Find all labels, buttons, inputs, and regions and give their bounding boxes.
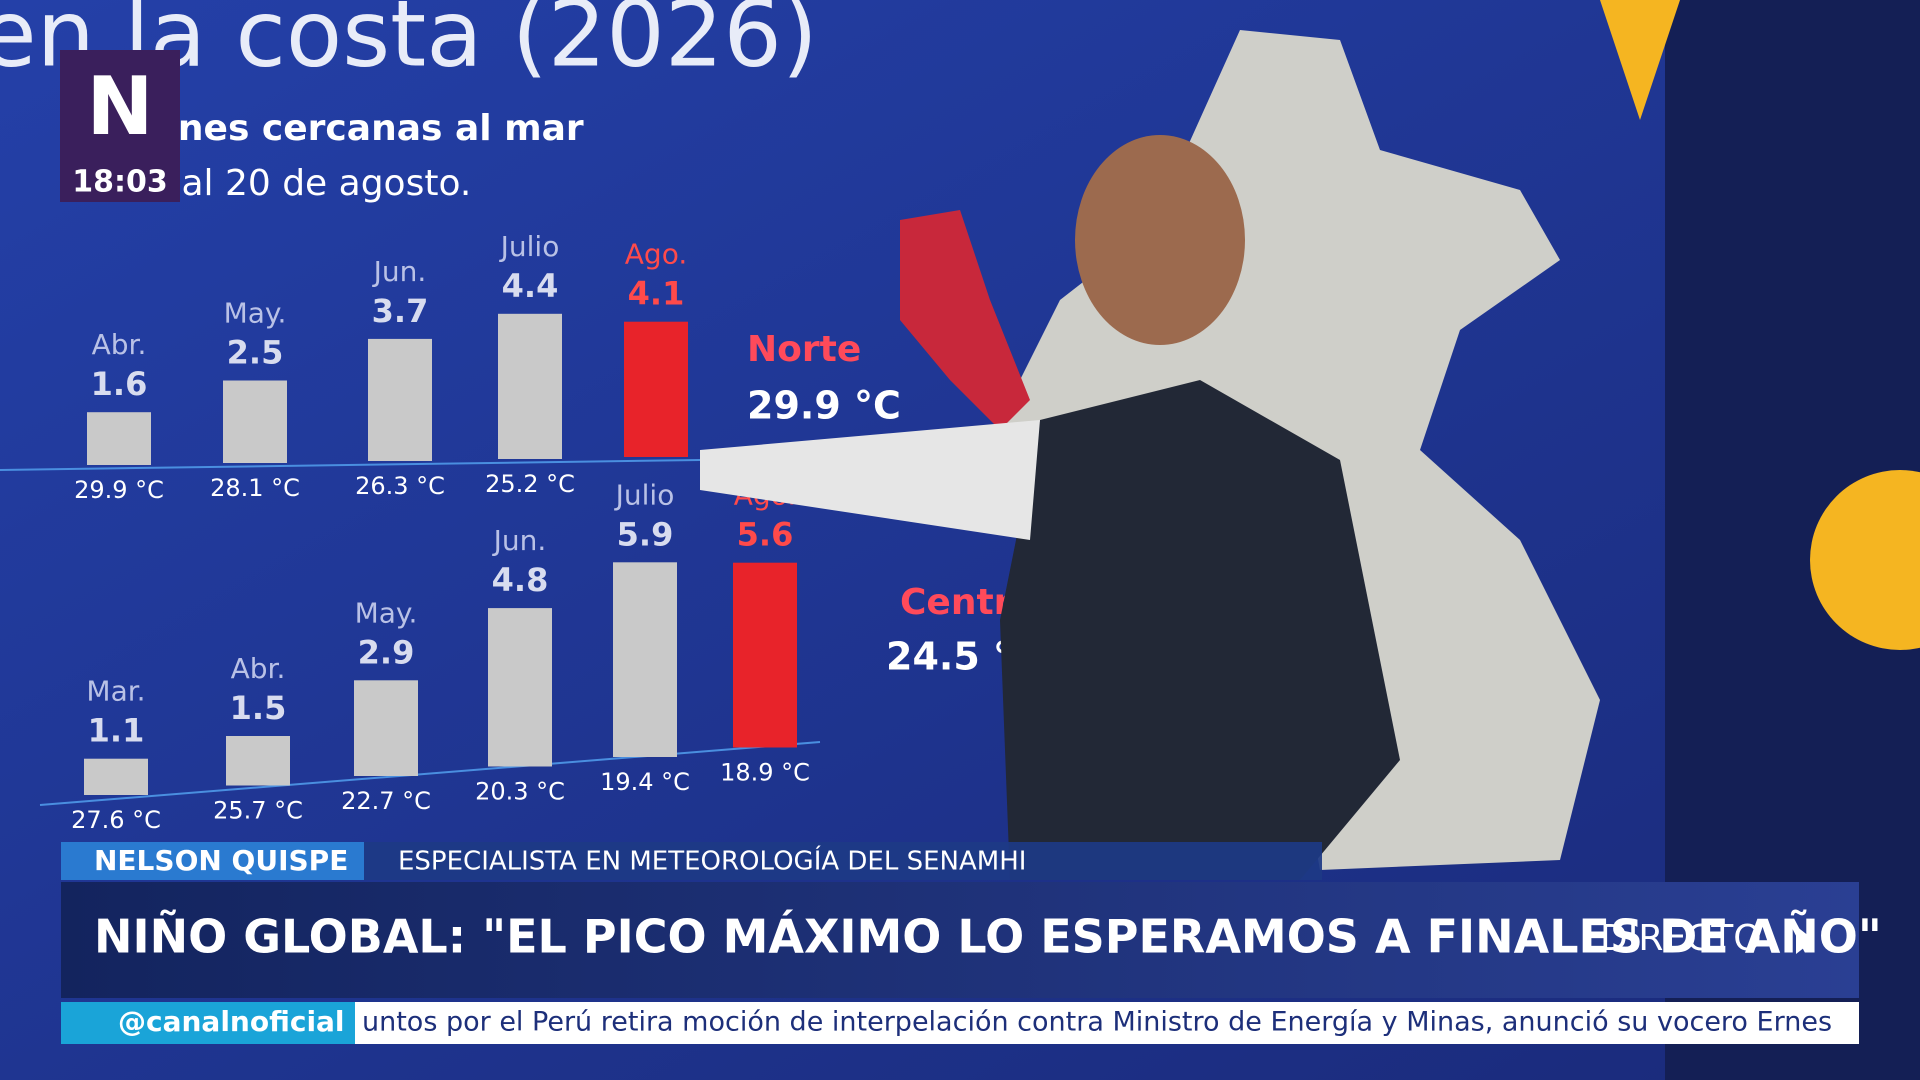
value-label: 4.1 (628, 275, 685, 313)
value-label: 5.9 (617, 515, 674, 553)
temp-label: 22.7 °C (341, 787, 431, 815)
temp-label: 28.1 °C (210, 474, 300, 502)
region-name: Norte (747, 329, 861, 370)
chart-axis (39, 741, 821, 806)
headline: NIÑO GLOBAL: "EL PICO MÁXIMO LO ESPERAMO… (94, 910, 1882, 964)
temp-label: 20.3 °C (475, 778, 565, 806)
bar (498, 313, 562, 459)
bar (354, 680, 418, 776)
bar (223, 380, 287, 463)
map-region-north (900, 210, 1030, 430)
temp-label: 25.7 °C (213, 797, 303, 825)
bar (488, 608, 552, 767)
month-label: May. (224, 297, 287, 330)
bar (226, 736, 290, 786)
social-handle: @canalnoficial (118, 1005, 345, 1038)
month-label: May. (355, 596, 418, 629)
screen-subtitle: l al 20 de agosto. (160, 163, 471, 204)
temp-label: 26.3 °C (355, 472, 445, 500)
month-label: Ago. (625, 238, 687, 271)
month-label: Jun. (372, 255, 427, 288)
value-label: 2.5 (227, 334, 284, 372)
value-label: 3.7 (372, 292, 429, 330)
name-box (61, 842, 364, 880)
presenter-vest (1000, 380, 1400, 880)
live-label: DIRECTO (1600, 918, 1762, 959)
sun-icon (1810, 470, 1920, 650)
bar (87, 412, 151, 465)
handle-box (61, 1002, 355, 1044)
value-label: 5.6 (737, 516, 794, 554)
role-box (364, 842, 1322, 880)
value-label: 2.9 (358, 633, 415, 671)
temp-label: 25.2 °C (485, 470, 575, 498)
month-label: Julio (614, 478, 675, 511)
month-label: Abr. (92, 328, 147, 361)
ticker-bar (61, 1002, 1859, 1044)
bar (84, 758, 148, 795)
value-label: 1.5 (230, 689, 287, 727)
live-arrow (1796, 926, 1814, 954)
bar (368, 338, 432, 461)
region-temp: 29.9 °C (747, 384, 901, 428)
value-label: 4.4 (502, 267, 559, 305)
presenter-name: NELSON QUISPE (94, 844, 348, 877)
headline-bar (61, 882, 1859, 998)
presenter-head (1075, 135, 1245, 345)
month-label: Abr. (231, 652, 286, 685)
month-label: Mar. (86, 675, 145, 708)
month-label: Julio (499, 230, 560, 263)
channel-logo (60, 50, 180, 202)
temp-label: 27.6 °C (71, 806, 161, 834)
logo-mark: N (87, 60, 154, 153)
bar (624, 321, 688, 457)
ticker-text: untos por el Perú retira moción de inter… (362, 1007, 1832, 1038)
presenter-arm (700, 420, 1040, 540)
chart-axis (0, 459, 701, 471)
decoration (1600, 0, 1680, 120)
presenter-role: ESPECIALISTA EN METEOROLOGÍA DEL SENAMHI (398, 845, 1026, 877)
temp-label: 18.9 °C (720, 759, 810, 787)
temp-label: 29.9 °C (74, 476, 164, 504)
value-label: 4.8 (492, 561, 549, 599)
bar (613, 562, 677, 757)
screen-charts: 1.6 Abr. 29.9 °C 2.5 May. 28.1 °C 3.7 Jun. 26.3 … (71, 230, 1040, 834)
clock: 18:03 (72, 165, 168, 200)
temp-label: 19.4 °C (600, 768, 690, 796)
value-label: 1.1 (88, 712, 145, 750)
month-label: Jun. (492, 524, 547, 557)
value-label: 1.6 (91, 365, 148, 403)
bar (733, 562, 797, 748)
